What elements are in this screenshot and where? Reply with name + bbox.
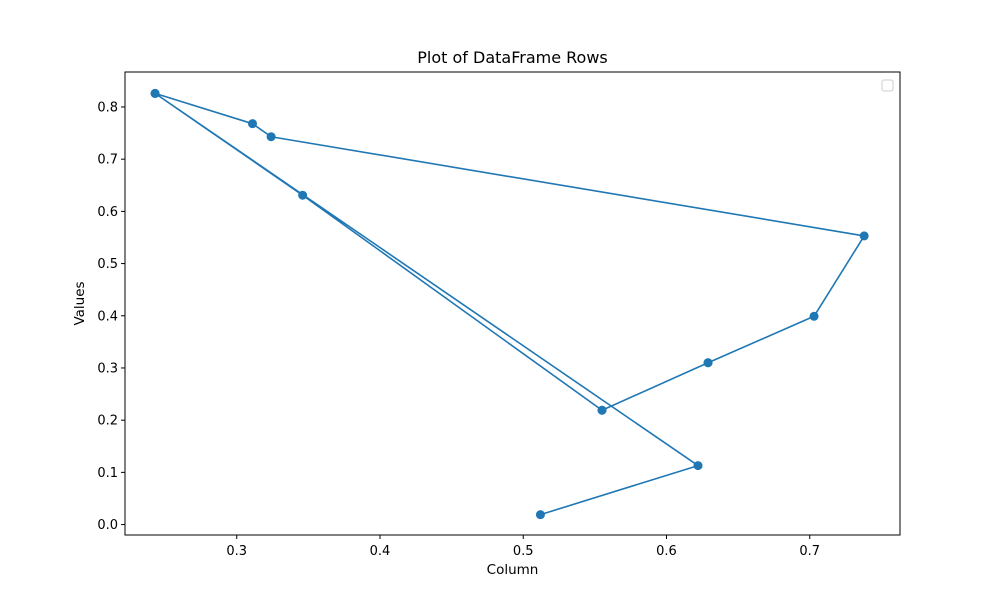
- data-point: [298, 190, 308, 200]
- y-tick-label: 0.7: [97, 153, 118, 168]
- x-tick-label: 0.4: [370, 544, 391, 559]
- y-tick-label: 0.3: [97, 361, 118, 376]
- x-axis-label: Column: [487, 562, 539, 578]
- y-tick-label: 0.6: [97, 205, 118, 220]
- data-point: [247, 119, 257, 129]
- data-point: [266, 132, 276, 142]
- legend-box: [881, 79, 894, 92]
- data-point: [597, 405, 607, 415]
- data-point: [693, 461, 703, 471]
- data-point: [703, 358, 713, 368]
- data-point: [150, 88, 160, 98]
- plot-frame: [124, 71, 901, 536]
- data-point: [535, 510, 545, 520]
- x-tick-label: 0.3: [226, 544, 247, 559]
- plot-area: [150, 88, 869, 520]
- y-tick-label: 0.1: [97, 466, 118, 481]
- y-tick-label: 0.2: [97, 414, 118, 429]
- y-tick-label: 0.8: [97, 100, 118, 115]
- chart-title: Plot of DataFrame Rows: [417, 48, 608, 67]
- x-tick-label: 0.7: [799, 544, 820, 559]
- x-tick-label: 0.6: [656, 544, 677, 559]
- y-tick-label: 0.0: [97, 518, 118, 533]
- x-tick-label: 0.5: [513, 544, 534, 559]
- y-tick-label: 0.5: [97, 257, 118, 272]
- data-point: [809, 311, 819, 321]
- y-tick-label: 0.4: [97, 309, 118, 324]
- y-axis-label: Values: [72, 281, 88, 325]
- data-point: [859, 231, 869, 241]
